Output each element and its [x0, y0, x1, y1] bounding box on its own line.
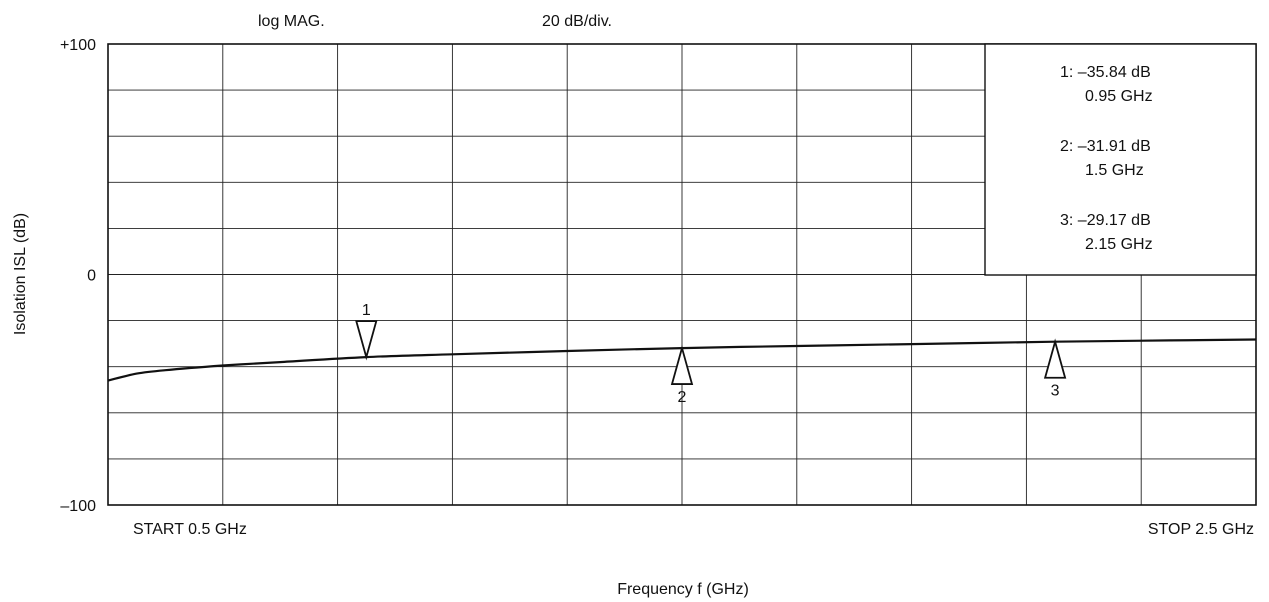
y-tick-label-bottom: –100	[60, 498, 96, 515]
marker-readout-box: 1: –35.84 dB 0.95 GHz 2: –31.91 dB 1.5 GHz 3…	[984, 43, 1257, 276]
marker-1-label: 1	[362, 302, 371, 319]
marker-1-triangle	[355, 320, 378, 361]
start-frequency-label: START 0.5 GHz	[133, 521, 247, 538]
marker-3-label: 3	[1051, 383, 1060, 400]
scale-label: 20 dB/div.	[542, 13, 612, 30]
readout-3-value: 3: –29.17 dB	[1060, 212, 1151, 229]
readout-box-frame	[984, 43, 1257, 276]
readout-2-value: 2: –31.91 dB	[1060, 138, 1151, 155]
readout-2-frequency: 1.5 GHz	[1085, 162, 1144, 179]
readout-1-value: 1: –35.84 dB	[1060, 64, 1151, 81]
y-tick-label-top: +100	[60, 37, 96, 54]
marker-3-triangle	[1043, 338, 1067, 379]
marker-2-label: 2	[678, 389, 687, 406]
axis-labels: log MAG. 20 dB/div. +100 0 –100 START 0.5 GHz…	[12, 13, 1254, 598]
format-label: log MAG.	[258, 13, 325, 30]
x-axis-title: Frequency f (GHz)	[617, 581, 749, 598]
marker-2-triangle	[670, 344, 694, 385]
y-tick-label-zero: 0	[87, 268, 96, 285]
y-axis-title: Isolation ISL (dB)	[12, 213, 29, 335]
marker-group: 1 2 3	[355, 302, 1067, 406]
readout-1-frequency: 0.95 GHz	[1085, 88, 1153, 105]
stop-frequency-label: STOP 2.5 GHz	[1148, 521, 1254, 538]
readout-3-frequency: 2.15 GHz	[1085, 236, 1153, 253]
